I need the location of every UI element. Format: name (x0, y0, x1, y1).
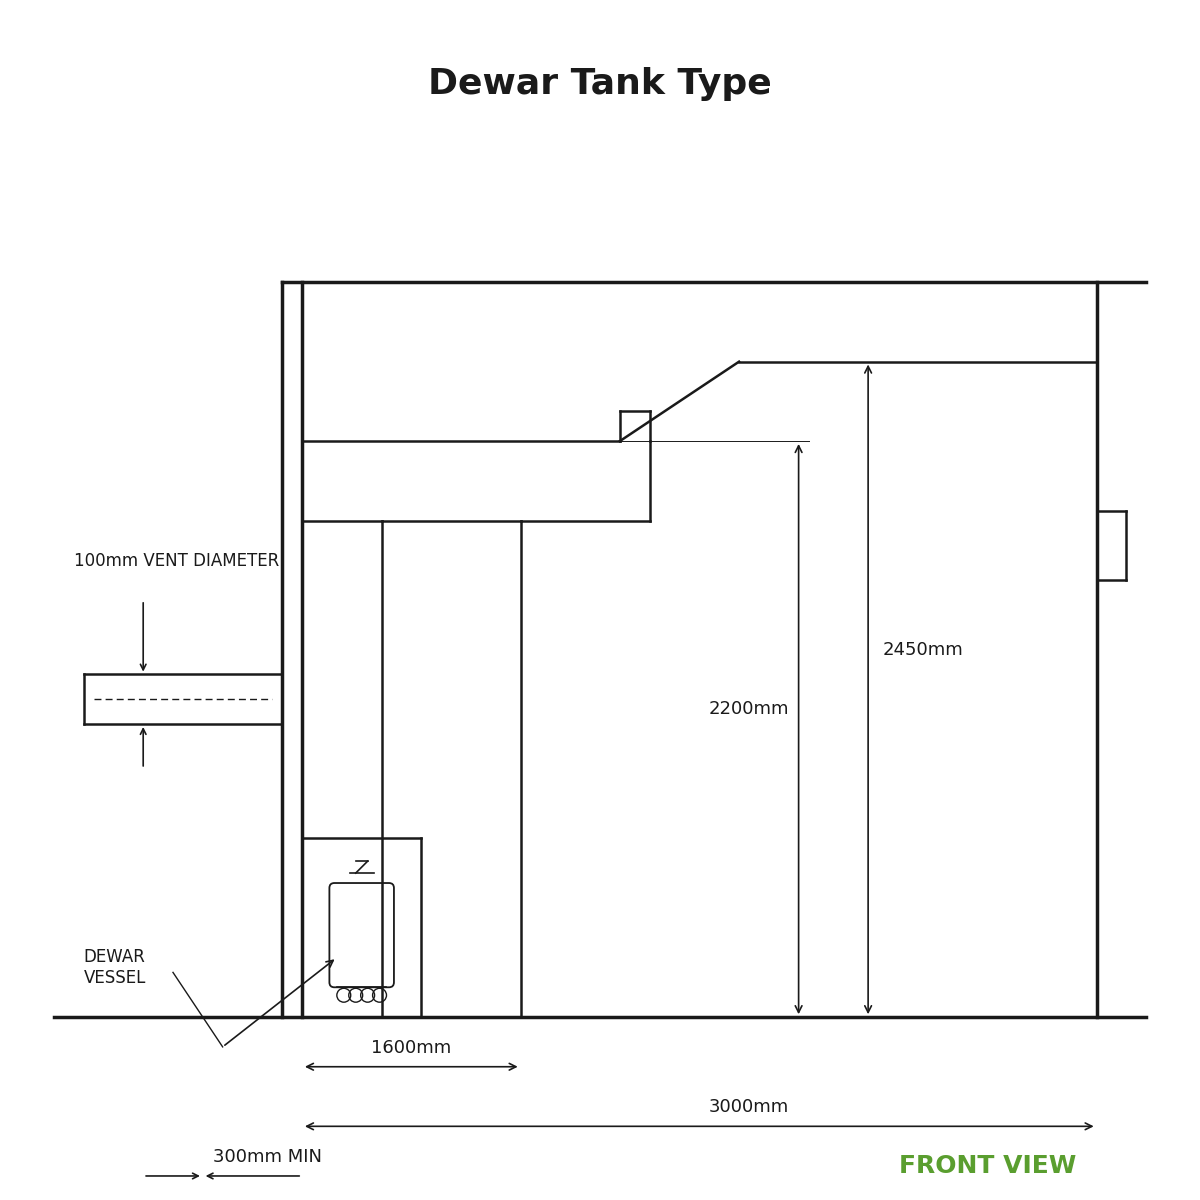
Text: 100mm VENT DIAMETER: 100mm VENT DIAMETER (73, 552, 278, 570)
Text: Dewar Tank Type: Dewar Tank Type (428, 67, 772, 101)
Text: DEWAR
VESSEL: DEWAR VESSEL (84, 948, 146, 986)
Text: FRONT VIEW: FRONT VIEW (899, 1154, 1076, 1178)
Text: 2450mm: 2450mm (883, 641, 964, 659)
Text: 1600mm: 1600mm (371, 1039, 451, 1057)
Text: 3000mm: 3000mm (709, 1098, 790, 1116)
Text: 300mm MIN: 300mm MIN (212, 1148, 322, 1166)
Text: 2200mm: 2200mm (708, 701, 788, 719)
